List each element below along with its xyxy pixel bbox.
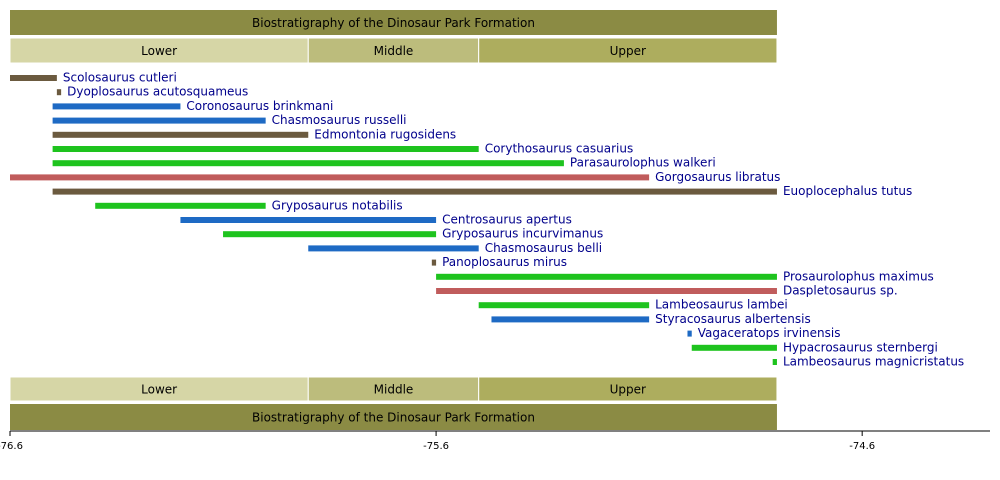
taxon-label: Chasmosaurus belli xyxy=(485,241,602,255)
range-bar xyxy=(223,231,437,238)
range-bar xyxy=(56,89,62,96)
chart-title: Biostratigraphy of the Dinosaur Park For… xyxy=(252,411,535,425)
stage-band xyxy=(478,37,778,64)
range-bar xyxy=(180,217,437,223)
range-bar xyxy=(431,259,437,266)
x-tick-label: -76.6 xyxy=(0,441,23,452)
x-tick-label: -74.6 xyxy=(849,441,875,452)
stage-label: Upper xyxy=(610,383,646,397)
taxon-label: Daspletosaurus sp. xyxy=(783,284,898,298)
stage-label: Middle xyxy=(374,383,414,397)
range-bar xyxy=(52,146,479,152)
taxon-label: Prosaurolophus maximus xyxy=(783,269,934,283)
range-bar xyxy=(436,273,777,280)
range-bar xyxy=(436,288,777,294)
range-bar xyxy=(10,75,57,81)
range-bar xyxy=(478,302,650,309)
range-bar xyxy=(52,131,309,138)
range-bar xyxy=(687,330,692,337)
stage-label: Middle xyxy=(374,44,414,58)
taxon-label: Styracosaurus albertensis xyxy=(655,312,811,326)
stage-label: Upper xyxy=(610,44,646,58)
range-bar xyxy=(772,359,777,365)
taxon-label: Dyoplosaurus acutosquameus xyxy=(67,85,248,99)
x-tick-label: -75.6 xyxy=(423,441,449,452)
chart-title: Biostratigraphy of the Dinosaur Park For… xyxy=(252,16,535,30)
range-bar xyxy=(52,103,181,110)
taxon-label: Chasmosaurus russelli xyxy=(272,113,407,127)
range-bar xyxy=(95,202,266,209)
taxon-label: Parasaurolophus walkeri xyxy=(570,156,716,170)
range-bar xyxy=(52,188,777,195)
stage-label: Lower xyxy=(141,383,177,397)
taxon-label: Lambeosaurus lambei xyxy=(655,298,788,312)
title-band xyxy=(10,404,777,430)
stage-band xyxy=(9,376,309,402)
taxon-label: Hypacrosaurus sternbergi xyxy=(783,340,938,354)
taxon-label: Gorgosaurus libratus xyxy=(655,170,780,184)
range-bar xyxy=(52,117,266,124)
title-band xyxy=(10,10,777,35)
taxon-label: Euoplocephalus tutus xyxy=(783,184,912,198)
range-bar xyxy=(308,245,479,252)
taxon-label: Gryposaurus incurvimanus xyxy=(442,227,603,241)
stage-band xyxy=(9,37,309,64)
taxon-label: Coronosaurus brinkmani xyxy=(186,99,333,113)
taxon-label: Vagaceratops irvinensis xyxy=(698,326,841,340)
stage-band xyxy=(307,376,480,402)
range-bar xyxy=(10,174,650,181)
stage-band xyxy=(478,376,778,402)
stage-label: Lower xyxy=(141,44,177,58)
taxon-label: Centrosaurus apertus xyxy=(442,213,572,227)
taxon-label: Gryposaurus notabilis xyxy=(272,198,403,212)
taxon-label: Lambeosaurus magnicristatus xyxy=(783,355,964,369)
taxon-label: Panoplosaurus mirus xyxy=(442,255,567,269)
taxon-label: Corythosaurus casuarius xyxy=(485,142,634,156)
taxon-label: Scolosaurus cutleri xyxy=(63,71,177,85)
range-bar xyxy=(52,160,564,167)
range-bar xyxy=(691,344,777,351)
taxon-label: Edmontonia rugosidens xyxy=(314,127,456,141)
range-bar xyxy=(491,316,650,323)
